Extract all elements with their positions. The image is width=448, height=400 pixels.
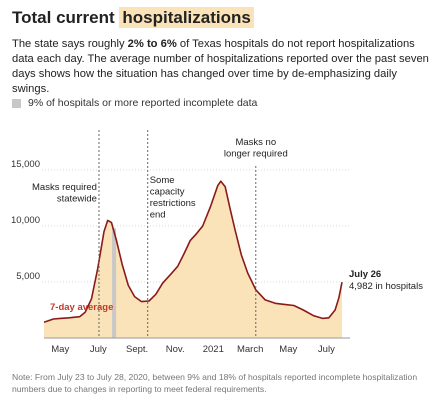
x-tick-label: Sept. bbox=[126, 344, 148, 355]
desc-part1: The state says roughly bbox=[12, 38, 128, 50]
end-label-date: July 26 bbox=[349, 269, 381, 280]
annotation-text: restrictions bbox=[150, 198, 196, 209]
legend: 9% of hospitals or more reported incompl… bbox=[12, 97, 257, 109]
x-tick-label: May bbox=[279, 344, 297, 355]
x-tick-label: July bbox=[90, 344, 107, 355]
desc-part2: of Texas hospitals do not report hospita… bbox=[12, 38, 429, 95]
y-tick-label: 15,000 bbox=[11, 159, 40, 170]
page-title: Total current hospitalizations bbox=[12, 7, 254, 28]
series-label: 7-day average bbox=[50, 302, 113, 313]
annotation-text: Masks required bbox=[32, 182, 97, 193]
x-tick-label: May bbox=[51, 344, 69, 355]
y-tick-label: 5,000 bbox=[16, 271, 40, 282]
x-tick-label: March bbox=[237, 344, 263, 355]
x-tick-label: 2021 bbox=[203, 344, 224, 355]
legend-swatch bbox=[12, 98, 21, 108]
footnote: Note: From July 23 to July 28, 2020, bet… bbox=[12, 372, 418, 394]
legend-label: 9% of hospitals or more reported incompl… bbox=[28, 97, 258, 109]
desc-bold: 2% to 6% bbox=[127, 38, 177, 50]
annotation-text: longer required bbox=[224, 149, 288, 160]
hospitalizations-chart: 5,000 10,000 15,000 May July Sept. Nov. 2021 Mar… bbox=[11, 130, 423, 355]
annotation-text: Some bbox=[150, 175, 175, 186]
end-label-value: 4,982 in hospitals bbox=[349, 281, 423, 292]
series-line bbox=[43, 180, 343, 324]
title-highlight: hospitalizations bbox=[119, 7, 254, 28]
y-tick-label: 10,000 bbox=[11, 215, 40, 226]
x-tick-label: Nov. bbox=[166, 344, 185, 355]
area-fill bbox=[44, 181, 342, 338]
annotation-text: end bbox=[150, 210, 166, 221]
chart-description: The state says roughly 2% to 6% of Texas… bbox=[12, 37, 436, 97]
annotation-text: capacity bbox=[150, 187, 185, 198]
annotation-text: statewide bbox=[57, 194, 97, 205]
annotation-text: Masks no bbox=[235, 137, 276, 148]
x-tick-label: July bbox=[318, 344, 335, 355]
title-prefix: Total current bbox=[12, 8, 115, 27]
incomplete-data-band bbox=[112, 228, 117, 338]
